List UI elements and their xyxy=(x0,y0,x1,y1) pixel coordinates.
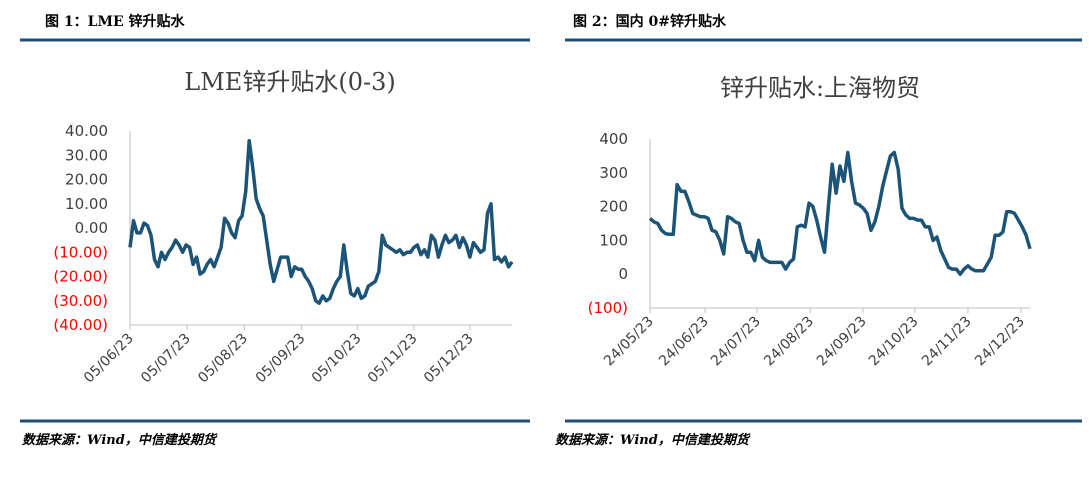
x-tick-label: 24/06/23 xyxy=(656,314,712,370)
y-tick-label: 200 xyxy=(599,198,628,216)
y-tick-label: (40.00) xyxy=(53,316,108,334)
y-tick-label: 30.00 xyxy=(65,146,108,164)
chart-title: 锌升贴水:上海物贸 xyxy=(720,74,920,102)
x-tick-label: 24/05/23 xyxy=(601,314,657,370)
caption: 图 1：LME 锌升贴水 xyxy=(45,13,186,30)
x-tick-label: 05/12/23 xyxy=(421,331,477,387)
y-tick-label: 0 xyxy=(618,265,628,283)
chart-title: LME锌升贴水(0-3) xyxy=(184,68,395,96)
y-tick-label: (100) xyxy=(588,299,628,317)
x-tick-label: 24/08/23 xyxy=(761,314,817,370)
x-tick-label: 05/10/23 xyxy=(309,331,365,387)
x-tick-label: 05/07/23 xyxy=(138,331,194,387)
y-tick-label: 300 xyxy=(599,164,628,182)
source: 数据来源：Wind，中信建投期货 xyxy=(22,432,218,448)
y-tick-label: 10.00 xyxy=(65,195,108,213)
x-tick-label: 05/09/23 xyxy=(253,331,309,387)
caption: 图 2：国内 0#锌升贴水 xyxy=(573,13,727,30)
y-tick-label: (30.00) xyxy=(53,292,108,310)
y-tick-label: 100 xyxy=(599,231,628,249)
x-tick-label: 05/11/23 xyxy=(365,331,421,387)
x-tick-label: 24/12/23 xyxy=(972,314,1028,370)
y-tick-label: 400 xyxy=(599,130,628,148)
y-tick-label: (10.00) xyxy=(53,243,108,261)
y-tick-label: 40.00 xyxy=(65,122,108,140)
y-tick-label: 0.00 xyxy=(75,219,108,237)
x-tick-label: 24/09/23 xyxy=(814,314,870,370)
line xyxy=(648,150,1032,276)
x-tick-label: 24/10/23 xyxy=(866,314,922,370)
source: 数据来源：Wind，中信建投期货 xyxy=(555,432,751,448)
y-tick-label: (20.00) xyxy=(53,268,108,286)
x-tick-label: 24/11/23 xyxy=(919,314,975,370)
x-tick-label: 05/08/23 xyxy=(195,331,251,387)
x-tick-label: 24/07/23 xyxy=(708,314,764,370)
x-tick-label: 05/06/23 xyxy=(81,331,137,387)
line xyxy=(128,138,514,305)
y-tick-label: 20.00 xyxy=(65,171,108,189)
